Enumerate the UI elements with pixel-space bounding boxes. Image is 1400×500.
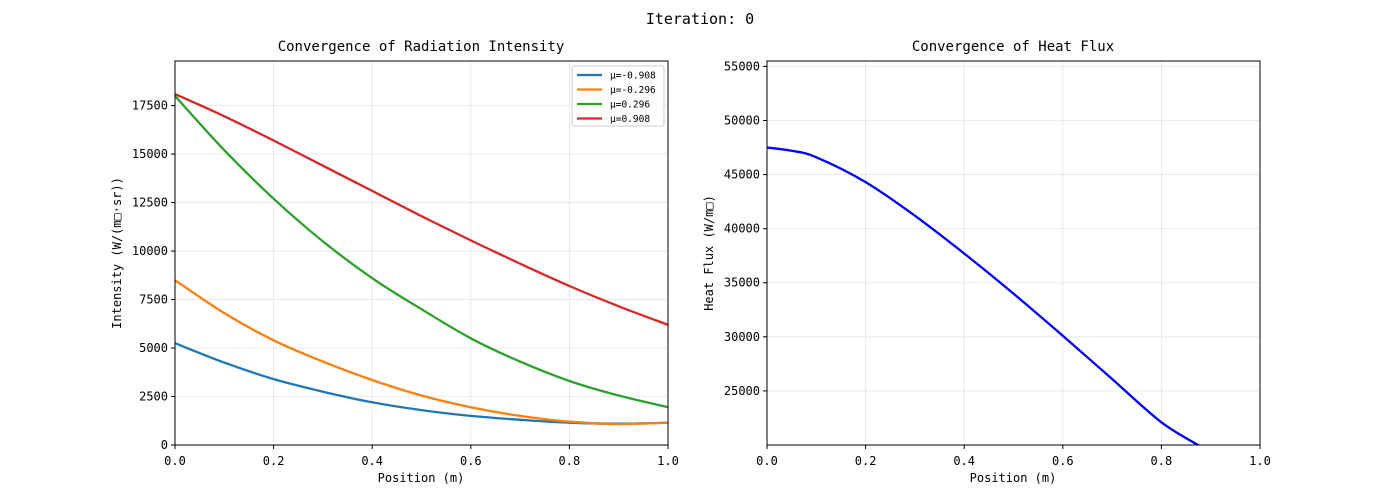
intensity-x-tick-label: 0.4: [361, 454, 383, 468]
intensity-legend-box: [571, 65, 665, 127]
intensity-y-tick-label: 17500: [132, 99, 168, 113]
intensity-series-line-4: [175, 92, 668, 326]
intensity-legend: μ=-0.908 μ=-0.296 μ=0.296 μ=0.908: [571, 65, 665, 127]
intensity-x-tick-label: 1.0: [657, 454, 679, 468]
heat-flux-y-tick-label: 35000: [724, 276, 760, 290]
intensity-y-tick-label: 12500: [132, 196, 168, 210]
heat-flux-x-tick-label: 0.2: [855, 454, 877, 468]
intensity-x-tick-label: 0.0: [164, 454, 186, 468]
intensity-series-line-1: [175, 342, 668, 425]
intensity-y-tick-label: 15000: [132, 147, 168, 161]
intensity-y-tick-label: 7500: [139, 293, 168, 307]
heat-flux-y-tick-label: 40000: [724, 222, 760, 236]
heat-flux-y-tick-label: 25000: [724, 384, 760, 398]
intensity-y-tick-label: 2500: [139, 390, 168, 404]
intensity-y-tick-label: 0: [161, 438, 168, 452]
heat-flux-y-axis-label: Heat Flux (W/m□): [702, 195, 716, 311]
intensity-series-line-3: [175, 95, 668, 409]
intensity-legend-label: μ=0.296: [610, 100, 650, 111]
heat-flux-chart: Convergence of Heat Flux Position (m) He…: [702, 39, 1271, 485]
intensity-x-tick-label: 0.6: [460, 454, 482, 468]
intensity-series-line-2: [175, 279, 668, 426]
heat-flux-x-tick-label: 0.6: [1052, 454, 1074, 468]
intensity-legend-label: μ=-0.908: [610, 71, 656, 82]
intensity-chart-title: Convergence of Radiation Intensity: [278, 39, 565, 55]
intensity-x-tick-label: 0.8: [559, 454, 581, 468]
heat-flux-y-tick-label: 45000: [724, 168, 760, 182]
intensity-y-tick-label: 10000: [132, 244, 168, 258]
heat-flux-x-tick-label: 0.8: [1151, 454, 1173, 468]
heat-flux-x-tick-label: 0.4: [953, 454, 975, 468]
heat-flux-x-tick-label: 1.0: [1249, 454, 1271, 468]
heat-flux-x-axis-label: Position (m): [970, 471, 1057, 485]
heat-flux-y-tick-label: 50000: [724, 113, 760, 127]
heat-flux-series-line-1: [767, 146, 1201, 445]
intensity-plot-frame: [174, 60, 669, 446]
figure-suptitle: Iteration: 0: [646, 10, 754, 28]
heat-flux-y-tick-label: 55000: [724, 59, 760, 73]
heat-flux-chart-title: Convergence of Heat Flux: [912, 39, 1114, 55]
intensity-chart: Convergence of Radiation Intensity Posit…: [110, 39, 679, 485]
intensity-x-tick-label: 0.2: [263, 454, 285, 468]
heat-flux-x-tick-label: 0.0: [756, 454, 778, 468]
intensity-x-axis-label: Position (m): [378, 471, 465, 485]
intensity-legend-label: μ=-0.296: [610, 85, 656, 96]
heat-flux-plot-frame: [766, 60, 1261, 446]
intensity-y-tick-label: 5000: [139, 341, 168, 355]
intensity-legend-label: μ=0.908: [610, 114, 650, 125]
heat-flux-y-tick-label: 30000: [724, 330, 760, 344]
intensity-y-axis-label: Intensity (W/(m□·sr)): [110, 177, 124, 329]
